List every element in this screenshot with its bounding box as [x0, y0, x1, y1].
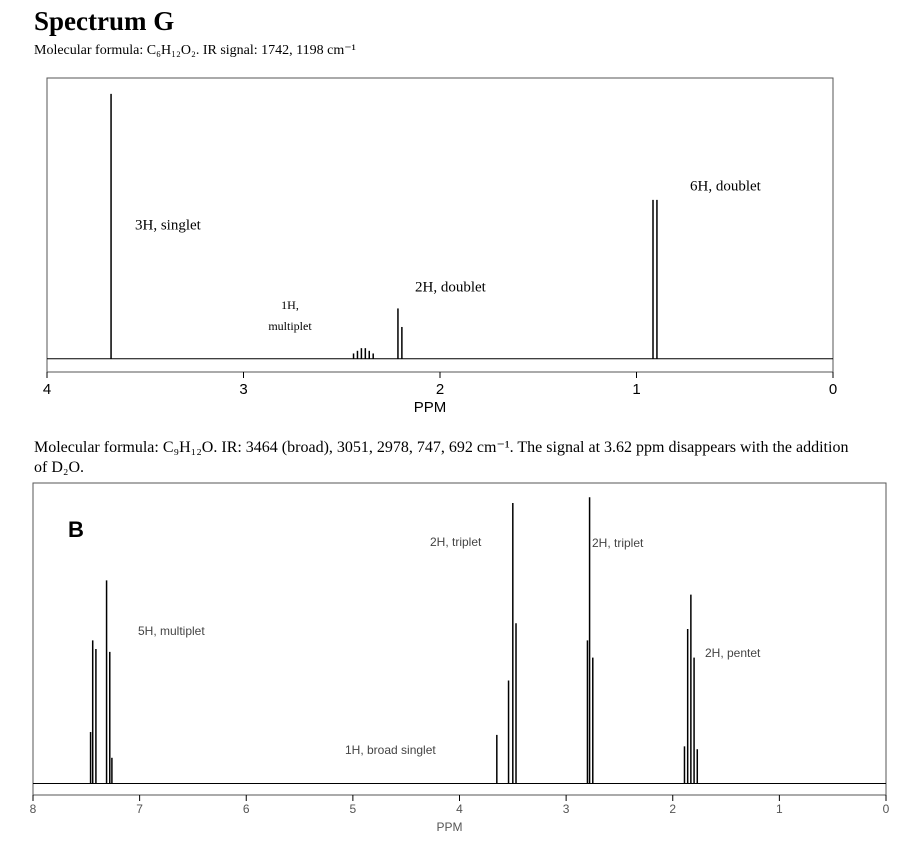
annotation: 1H,: [281, 298, 299, 312]
x-tick-label: 3: [239, 381, 247, 398]
caption: Molecular formula: C₆H₁₂O₂. IR signal: 1…: [34, 43, 356, 58]
x-tick-label: 0: [829, 381, 837, 398]
plot-frame: [32, 482, 887, 796]
caption: Molecular formula: C₉H₁₂O. IR: 3464 (bro…: [34, 439, 849, 476]
x-tick-label: 4: [43, 381, 51, 398]
x-tick-label: 4: [456, 802, 463, 816]
x-tick-label: 7: [136, 802, 143, 816]
annotation: 2H, doublet: [415, 279, 487, 295]
title: Spectrum G: [34, 6, 175, 36]
annotation: 3H, singlet: [135, 217, 202, 233]
annotation: multiplet: [268, 319, 312, 333]
x-tick-label: 0: [883, 802, 890, 816]
x-tick-label: 1: [632, 381, 640, 398]
x-tick-label: 3: [563, 802, 570, 816]
annotation: 2H, triplet: [592, 536, 644, 550]
annotation: 2H, pentet: [705, 646, 761, 660]
annotation: 2H, triplet: [430, 535, 482, 549]
x-tick-label: 2: [669, 802, 676, 816]
annotation: B: [68, 517, 84, 542]
x-tick-label: 8: [30, 802, 37, 816]
annotation: 5H, multiplet: [138, 624, 205, 638]
x-axis-label: PPM: [436, 820, 462, 834]
x-axis-label: PPM: [414, 399, 447, 416]
annotation: 1H, broad singlet: [345, 743, 436, 757]
annotation: 6H, doublet: [690, 178, 762, 194]
x-tick-label: 1: [776, 802, 783, 816]
x-tick-label: 6: [243, 802, 250, 816]
x-tick-label: 5: [350, 802, 357, 816]
x-tick-label: 2: [436, 381, 444, 398]
